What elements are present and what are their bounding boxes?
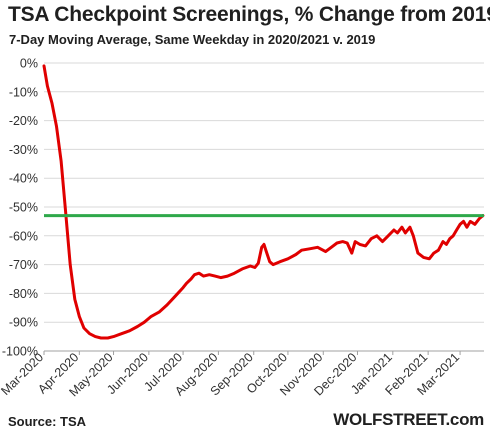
y-tick-label: -60% <box>9 229 38 243</box>
chart-subtitle: 7-Day Moving Average, Same Weekday in 20… <box>9 32 376 47</box>
y-tick-label: 0% <box>20 57 38 71</box>
y-tick-label: -80% <box>9 287 38 301</box>
gridlines <box>44 62 484 323</box>
y-tick-label: -40% <box>9 172 38 186</box>
y-tick-label: -70% <box>9 258 38 272</box>
x-axis-ticks: Mar-2020Apr-2020May-2020Jun-2020Jul-2020… <box>0 350 462 399</box>
y-axis-ticks: 0% -10% -20% -30% -40% -50% -60% -70% -80% -90% -1… <box>2 57 38 359</box>
brand-watermark: WOLFSTREET.com <box>333 410 484 429</box>
y-tick-label: -100% <box>2 345 38 359</box>
y-tick-label: -20% <box>9 114 38 128</box>
y-tick-label: -90% <box>9 316 38 330</box>
series-line <box>42 64 485 340</box>
series-layer <box>42 64 485 340</box>
y-tick-label: -30% <box>9 143 38 157</box>
y-tick-label: -10% <box>9 85 38 99</box>
y-tick-label: -50% <box>9 201 38 215</box>
chart-title: TSA Checkpoint Screenings, % Change from… <box>8 3 490 26</box>
source-note: Source: TSA <box>8 414 87 429</box>
